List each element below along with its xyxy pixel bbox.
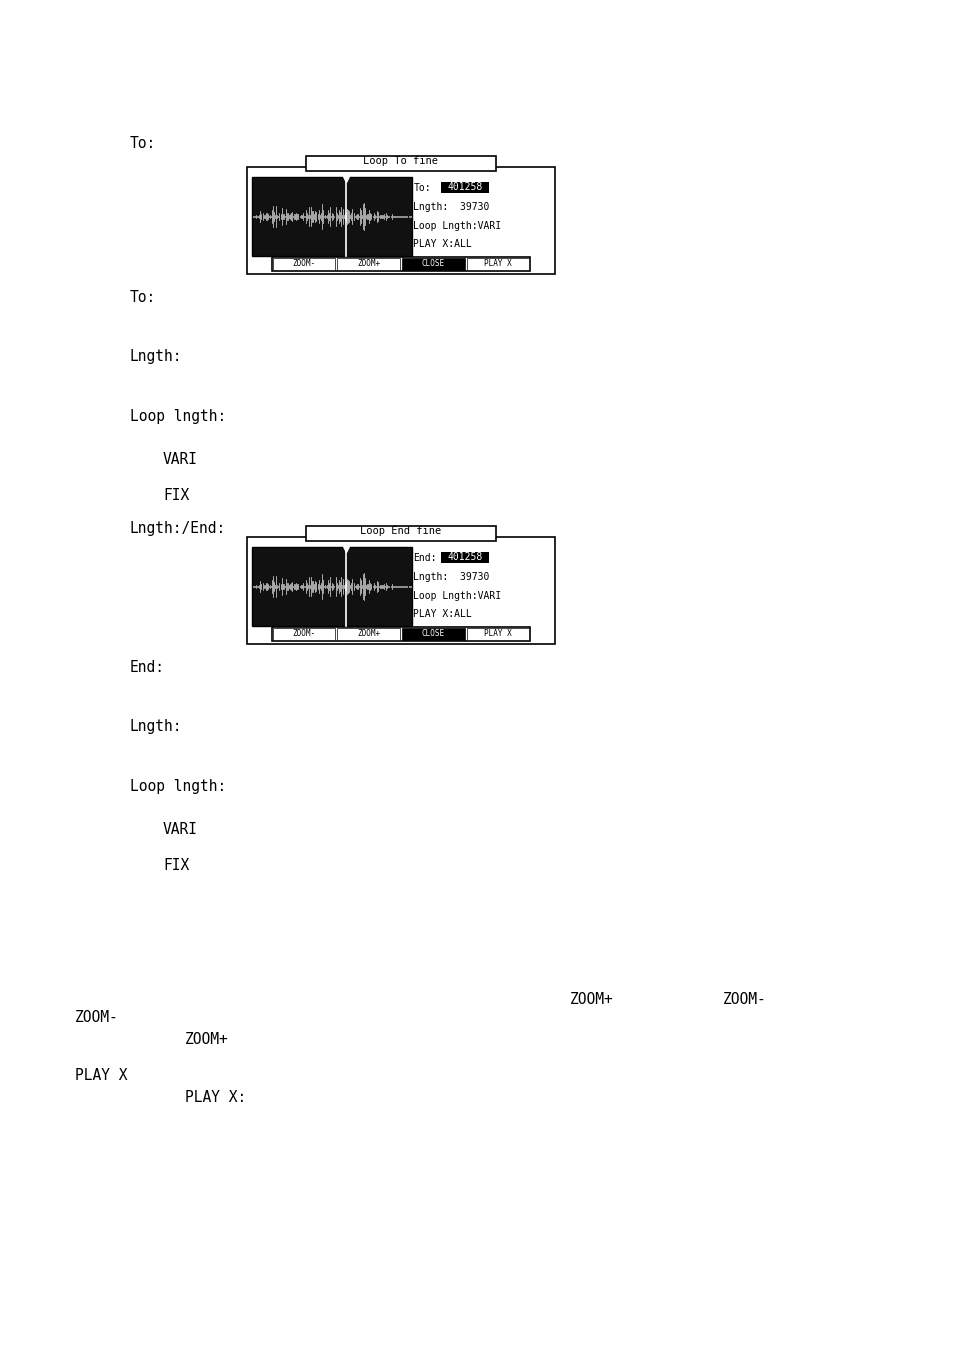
Bar (441, 182, 489, 193)
Text: PLAY X:: PLAY X: (185, 1089, 246, 1105)
Bar (441, 553, 489, 563)
Text: To:: To: (130, 135, 156, 150)
Text: End:: End: (413, 553, 436, 563)
Bar (305, 155, 496, 172)
Text: PLAY X:ALL: PLAY X:ALL (413, 239, 472, 250)
Text: Loop Lngth:VARI: Loop Lngth:VARI (413, 220, 501, 231)
Text: 401258: 401258 (447, 182, 482, 192)
Text: PLAY X:ALL: PLAY X:ALL (413, 609, 472, 619)
Text: Loop Lngth:VARI: Loop Lngth:VARI (413, 590, 501, 601)
Text: Loop lngth:: Loop lngth: (130, 780, 226, 794)
Text: CLOSE: CLOSE (421, 259, 444, 269)
Bar (272, 627, 530, 640)
Bar (305, 526, 496, 540)
Text: ZOOM+: ZOOM+ (356, 630, 380, 639)
Text: CLOSE: CLOSE (421, 630, 444, 639)
Text: ZOOM+: ZOOM+ (569, 993, 613, 1008)
Bar (272, 257, 530, 272)
Bar (252, 177, 412, 255)
Text: ZOOM-: ZOOM- (722, 993, 766, 1008)
Bar (252, 547, 412, 626)
Text: Loop lngth:: Loop lngth: (130, 409, 226, 424)
Text: Loop End fine: Loop End fine (360, 527, 441, 536)
Text: Lngth:  39730: Lngth: 39730 (413, 571, 489, 582)
Text: Lngth:  39730: Lngth: 39730 (413, 201, 489, 212)
Text: Lngth:: Lngth: (130, 350, 182, 365)
Text: ZOOM-: ZOOM- (75, 1011, 118, 1025)
Bar (466, 628, 529, 640)
Text: Loop To fine: Loop To fine (363, 157, 438, 166)
Text: ZOOM+: ZOOM+ (185, 1032, 229, 1047)
Text: PLAY X: PLAY X (483, 630, 512, 639)
Text: To:: To: (130, 290, 156, 305)
Bar (466, 258, 529, 270)
Bar (247, 168, 555, 274)
Bar (247, 536, 555, 644)
Bar (273, 628, 335, 640)
Bar (401, 258, 464, 270)
Text: ZOOM-: ZOOM- (293, 630, 315, 639)
Text: PLAY X: PLAY X (75, 1067, 128, 1082)
Text: FIX: FIX (163, 858, 189, 873)
Text: Lngth:: Lngth: (130, 720, 182, 735)
Text: To:: To: (413, 182, 431, 193)
Text: FIX: FIX (163, 488, 189, 503)
Bar (337, 628, 399, 640)
Text: PLAY X: PLAY X (483, 259, 512, 269)
Bar (273, 258, 335, 270)
Text: VARI: VARI (163, 823, 198, 838)
Text: Lngth:/End:: Lngth:/End: (130, 520, 226, 535)
Bar (337, 258, 399, 270)
Text: ZOOM+: ZOOM+ (356, 259, 380, 269)
Text: ZOOM-: ZOOM- (293, 259, 315, 269)
Text: VARI: VARI (163, 453, 198, 467)
Text: 401258: 401258 (447, 553, 482, 562)
Bar (401, 628, 464, 640)
Text: End:: End: (130, 661, 165, 676)
